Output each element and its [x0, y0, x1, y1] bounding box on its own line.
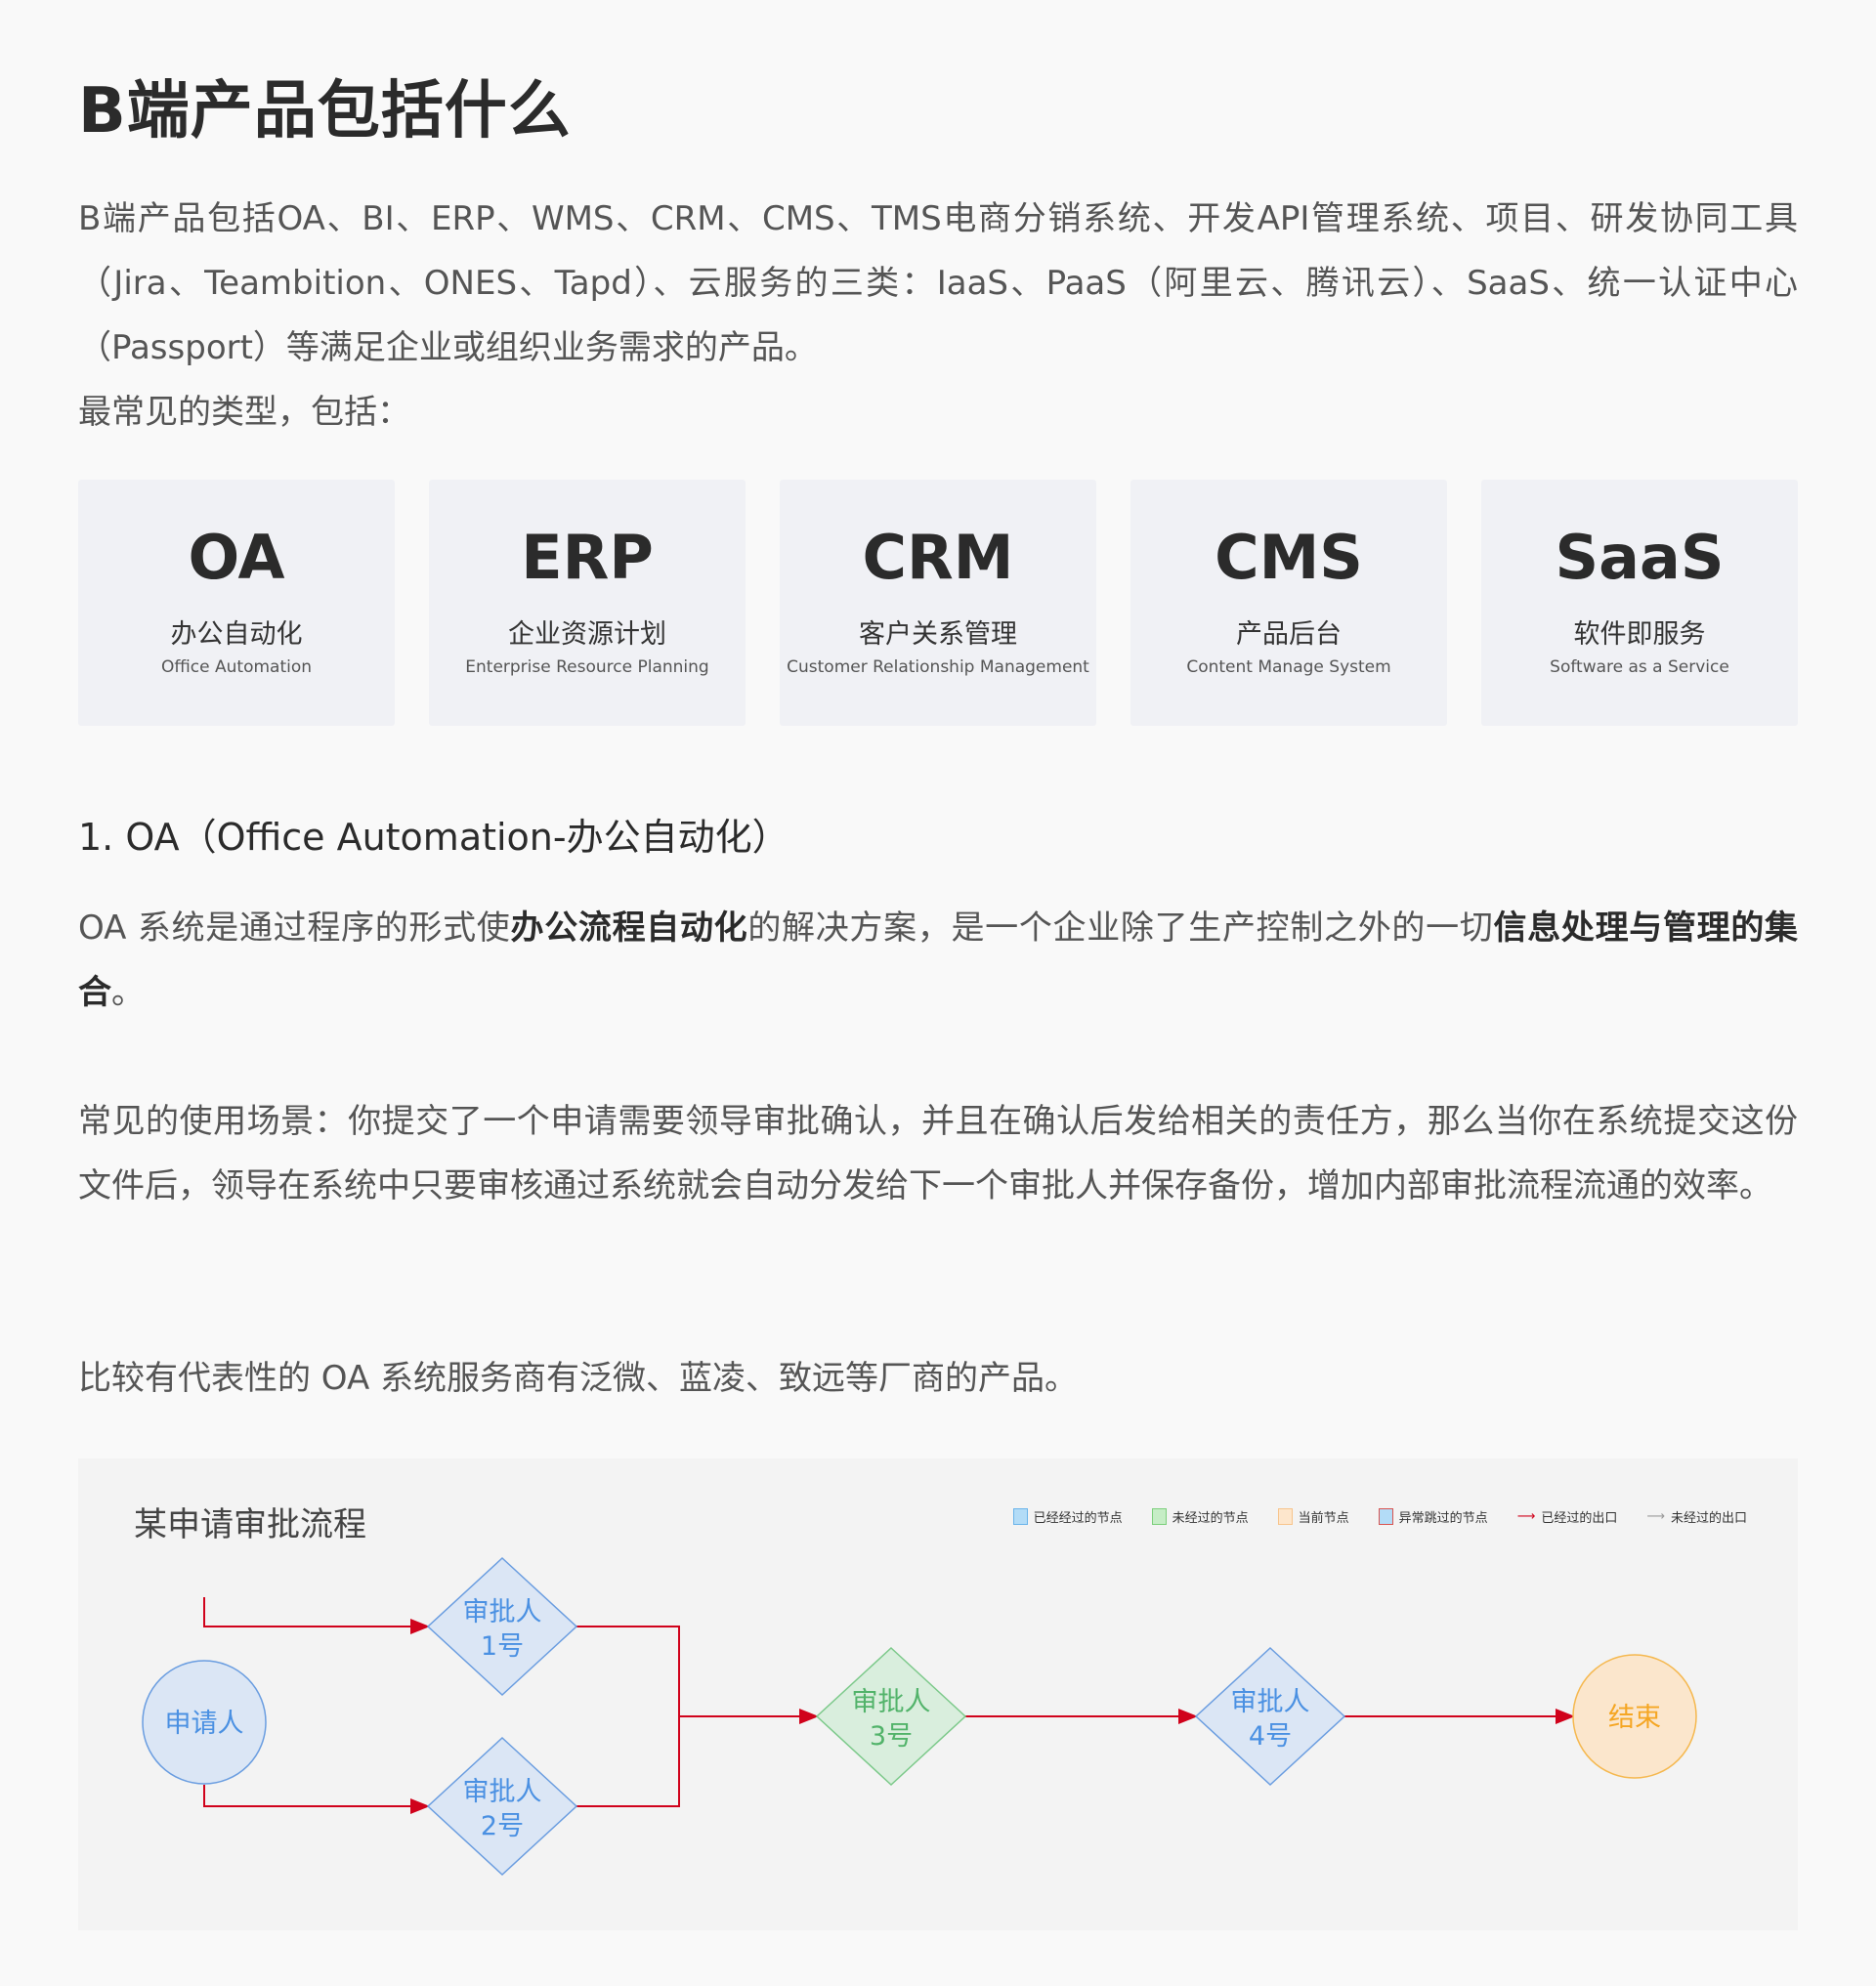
- swatch-icon: [1378, 1508, 1393, 1525]
- edge: [203, 1785, 430, 1814]
- node-label: 1号: [481, 1631, 524, 1662]
- bold-run: 办公流程自动化: [510, 908, 748, 948]
- node-label: 审批人: [463, 1777, 542, 1807]
- swatch-icon: [1151, 1508, 1167, 1525]
- node-end: 结束: [1572, 1654, 1697, 1779]
- oa-description: OA 系统是通过程序的形式使办公流程自动化的解决方案，是一个企业除了生产控制之外…: [78, 896, 1798, 1025]
- section-heading: 1. OA（Office Automation-办公自动化）: [78, 816, 789, 859]
- swatch-icon: [1277, 1508, 1293, 1525]
- diagram-legend: 已经经过的节点 未经过的节点 当前节点 异常跳过的节点 ⟶ 已经过的出口 ⟶ 未经过…: [1012, 1507, 1747, 1526]
- card-abbr: CMS: [1215, 522, 1363, 593]
- legend-item: ⟶ 未经过的出口: [1646, 1507, 1747, 1526]
- legend-item: 异常跳过的节点: [1378, 1507, 1488, 1526]
- text-run: OA 系统是通过程序的形式使: [78, 908, 511, 948]
- text-run: 。: [111, 973, 145, 1012]
- legend-item: 已经经过的节点: [1012, 1507, 1123, 1526]
- card-abbr: CRM: [862, 522, 1014, 593]
- scenario-paragraph: 常见的使用场景：你提交了一个申请需要领导审批确认，并且在确认后发给相关的责任方，…: [78, 1102, 1798, 1205]
- page-title: B端产品包括什么: [78, 75, 572, 148]
- node-label: 审批人: [852, 1687, 931, 1717]
- node-label: 结束: [1608, 1703, 1661, 1733]
- node-label: 审批人: [1231, 1687, 1310, 1717]
- diagram-title: 某申请审批流程: [134, 1505, 366, 1544]
- node-approver-2: 审批人 2号: [426, 1736, 578, 1877]
- legend-item: 未经过的节点: [1151, 1507, 1249, 1526]
- card-cn: 办公自动化: [170, 619, 303, 650]
- legend-item: 当前节点: [1277, 1507, 1349, 1526]
- legend-label: 异常跳过的节点: [1398, 1511, 1488, 1526]
- node-applicant: 申请人: [142, 1660, 267, 1785]
- node-label: 申请人: [165, 1709, 244, 1739]
- card-abbr: OA: [188, 522, 285, 593]
- swatch-icon: [1012, 1508, 1028, 1525]
- card-en: Office Automation: [160, 657, 313, 677]
- flow-graph: 申请人 审批人 1号 审批人 2号 审批人 3号 审批人 4号: [142, 1556, 1697, 1877]
- bold-run: 信息处理与管理的集合: [78, 908, 1799, 1012]
- card-oa: OA 办公自动化 Office Automation: [78, 480, 395, 726]
- card-saas: SaaS 软件即服务 Software as a Service: [1481, 480, 1798, 726]
- node-label: 3号: [870, 1721, 913, 1752]
- card-cn: 软件即服务: [1573, 619, 1706, 650]
- legend-label: 当前节点: [1298, 1511, 1349, 1526]
- legend-label: 未经过的出口: [1670, 1511, 1747, 1526]
- legend-label: 已经过的出口: [1541, 1511, 1618, 1526]
- node-label: 审批人: [463, 1597, 542, 1627]
- approval-flow-diagram: 某申请审批流程 已经经过的节点 未经过的节点 当前节点 异常跳过的节点 ⟶ 已经过…: [78, 1458, 1798, 1930]
- intro-types: 最常见的类型，包括：: [78, 393, 410, 432]
- red-arrow-icon: ⟶: [1516, 1509, 1536, 1524]
- card-erp: ERP 企业资源计划 Enterprise Resource Planning: [429, 480, 746, 726]
- intro-paragraph: B端产品包括OA、BI、ERP、WMS、CRM、CMS、TMS电商分销系统、开发…: [78, 187, 1798, 444]
- card-cn: 企业资源计划: [508, 619, 666, 650]
- card-en: Content Manage System: [1186, 657, 1391, 677]
- text-run: 的解决方案，是一个企业除了生产控制之外的一切: [747, 908, 1494, 948]
- card-en: Software as a Service: [1550, 657, 1729, 677]
- card-en: Customer Relationship Management: [787, 657, 1089, 677]
- legend-label: 未经过的节点: [1172, 1511, 1249, 1526]
- node-approver-4: 审批人 4号: [1194, 1646, 1346, 1787]
- card-abbr: SaaS: [1555, 522, 1725, 593]
- card-en: Enterprise Resource Planning: [465, 657, 709, 677]
- legend-item: ⟶ 已经过的出口: [1517, 1507, 1618, 1526]
- card-cms: CMS 产品后台 Content Manage System: [1130, 480, 1447, 726]
- card-abbr: ERP: [521, 522, 654, 593]
- node-label: 2号: [481, 1811, 524, 1841]
- edge: [576, 1626, 680, 1807]
- node-label: 4号: [1249, 1721, 1292, 1752]
- legend-label: 已经经过的节点: [1033, 1511, 1123, 1526]
- card-crm: CRM 客户关系管理 Customer Relationship Managem…: [780, 480, 1096, 726]
- gray-arrow-icon: ⟶: [1646, 1509, 1665, 1524]
- edge: [203, 1597, 430, 1634]
- card-cn: 产品后台: [1236, 619, 1342, 650]
- card-cn: 客户关系管理: [859, 619, 1017, 650]
- node-approver-3: 审批人 3号: [815, 1646, 967, 1787]
- intro-text: B端产品包括OA、BI、ERP、WMS、CRM、CMS、TMS电商分销系统、开发…: [78, 199, 1798, 367]
- vendors-paragraph: 比较有代表性的 OA 系统服务商有泛微、蓝凌、致远等厂商的产品。: [78, 1359, 1079, 1398]
- node-approver-1: 审批人 1号: [426, 1556, 578, 1697]
